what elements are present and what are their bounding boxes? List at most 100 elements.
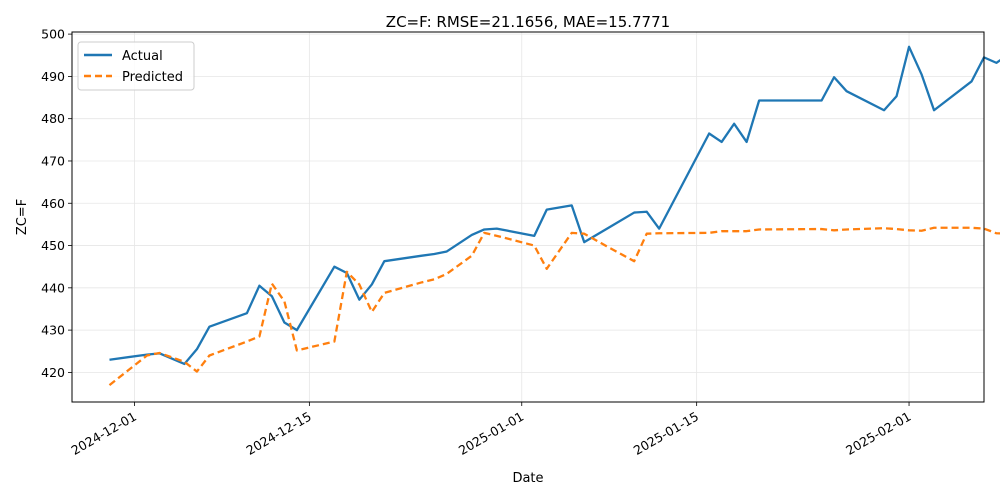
- data-point: [146, 354, 148, 356]
- data-point: [995, 62, 997, 64]
- y-axis-label: ZC=F: [15, 199, 30, 235]
- data-point: [296, 329, 298, 331]
- data-point: [158, 352, 160, 354]
- data-point: [970, 227, 972, 229]
- x-axis-label: Date: [512, 471, 543, 486]
- x-axis: 2024-12-01 2024-12-15 2025-01-01 2025-01-15…: [69, 402, 914, 458]
- data-point: [883, 109, 885, 111]
- data-point: [883, 227, 885, 229]
- data-point: [371, 311, 373, 313]
- data-point: [358, 283, 360, 285]
- data-point: [446, 250, 448, 252]
- x-tick-label: 2025-01-01: [456, 409, 526, 458]
- data-point: [933, 227, 935, 229]
- x-tick-label: 2024-12-01: [69, 409, 139, 458]
- data-point: [820, 99, 822, 101]
- data-point: [421, 281, 423, 283]
- data-point: [833, 76, 835, 78]
- data-point: [745, 230, 747, 232]
- data-point: [446, 273, 448, 275]
- data-point: [633, 260, 635, 262]
- series-line-predicted: [108, 226, 1000, 386]
- data-point: [283, 300, 285, 302]
- data-point: [471, 234, 473, 236]
- data-point: [208, 326, 210, 328]
- y-tick-label: 430: [41, 323, 65, 338]
- data-point: [895, 95, 897, 97]
- data-point: [720, 141, 722, 143]
- data-point: [383, 260, 385, 262]
- data-point: [920, 230, 922, 232]
- y-tick-label: 440: [41, 280, 65, 295]
- plot-frame: [71, 31, 985, 403]
- data-point: [908, 46, 910, 48]
- data-point: [183, 361, 185, 363]
- data-point: [633, 211, 635, 213]
- data-point: [708, 232, 710, 234]
- y-tick-label: 500: [41, 27, 65, 42]
- data-point: [546, 268, 548, 270]
- data-point: [246, 312, 248, 314]
- data-point: [820, 228, 822, 230]
- data-point: [346, 271, 348, 273]
- x-tick-label: 2025-02-01: [843, 409, 913, 458]
- y-tick-label: 470: [41, 153, 65, 168]
- data-point: [608, 226, 610, 228]
- legend-label-actual: Actual: [122, 49, 163, 64]
- data-point: [246, 340, 248, 342]
- x-tick-label: 2024-12-15: [243, 409, 313, 458]
- data-point: [733, 230, 735, 232]
- data-point: [845, 228, 847, 230]
- data-point: [433, 278, 435, 280]
- data-point: [745, 141, 747, 143]
- data-point: [995, 232, 997, 234]
- series-layer: [108, 45, 1000, 387]
- y-tick-label: 490: [41, 69, 65, 84]
- gridlines: [72, 32, 984, 402]
- data-point: [283, 321, 285, 323]
- y-tick-label: 460: [41, 196, 65, 211]
- data-point: [571, 232, 573, 234]
- data-point: [333, 265, 335, 267]
- data-point: [920, 73, 922, 75]
- y-tick-label: 480: [41, 111, 65, 126]
- data-point: [358, 298, 360, 300]
- data-point: [533, 235, 535, 237]
- data-point: [196, 370, 198, 372]
- legend: Actual Predicted: [77, 41, 195, 91]
- y-axis: 420 430 440 450 460 470 480 490 500: [41, 27, 72, 380]
- data-point: [533, 244, 535, 246]
- chart-title: ZC=F: RMSE=21.1656, MAE=15.7771: [386, 13, 670, 31]
- series-points-predicted: [108, 227, 1000, 387]
- data-point: [196, 348, 198, 350]
- data-point: [608, 246, 610, 248]
- y-tick-label: 420: [41, 365, 65, 380]
- data-point: [383, 292, 385, 294]
- data-point: [483, 232, 485, 234]
- data-point: [583, 241, 585, 243]
- data-point: [108, 359, 110, 361]
- data-point: [208, 354, 210, 356]
- data-point: [571, 204, 573, 206]
- data-point: [720, 230, 722, 232]
- data-point: [645, 233, 647, 235]
- y-tick-label: 450: [41, 238, 65, 253]
- data-point: [758, 228, 760, 230]
- data-point: [421, 254, 423, 256]
- data-point: [908, 229, 910, 231]
- data-point: [371, 283, 373, 285]
- data-point: [258, 335, 260, 337]
- series-line-actual: [109, 45, 1000, 366]
- data-point: [845, 90, 847, 92]
- data-point: [108, 384, 110, 386]
- data-point: [733, 123, 735, 125]
- x-tick-label: 2025-01-15: [631, 409, 701, 458]
- data-point: [258, 285, 260, 287]
- data-point: [333, 340, 335, 342]
- data-point: [645, 211, 647, 213]
- data-point: [970, 80, 972, 82]
- data-point: [833, 229, 835, 231]
- data-point: [758, 99, 760, 101]
- data-point: [296, 349, 298, 351]
